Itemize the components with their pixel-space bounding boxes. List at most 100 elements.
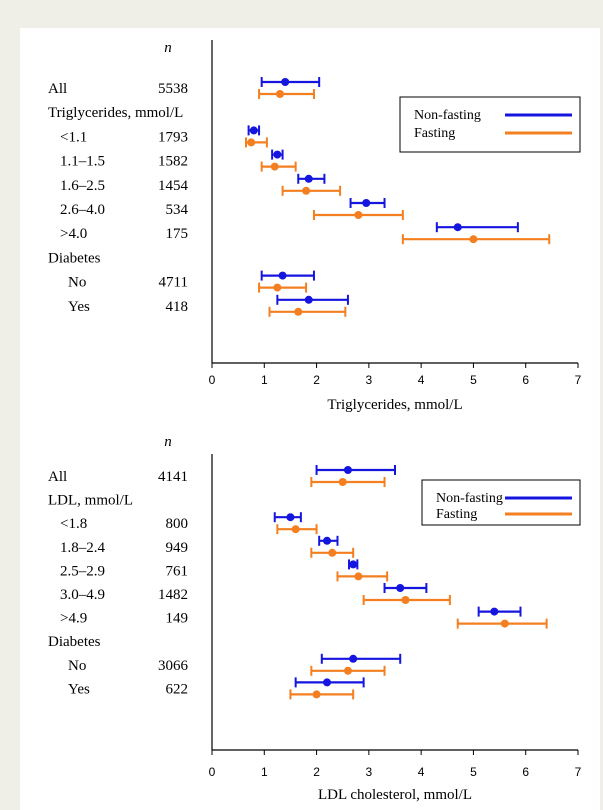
row-n-value: 1793 [158,129,188,145]
n-column-header: n [164,40,172,56]
x-tick-label: 0 [209,373,216,387]
row-label: <1.8 [60,516,87,532]
row-label: No [68,658,86,674]
fasting-point-estimate [469,235,478,244]
row-n-value: 418 [166,299,189,315]
row-label: 2.6–4.0 [60,202,105,218]
fasting-point-estimate [401,596,410,604]
x-tick-label: 1 [261,765,268,779]
row-label: >4.0 [60,226,87,242]
nonfasting-point-estimate [286,513,295,522]
row-n-value: 949 [166,540,189,556]
x-tick-label: 2 [313,765,320,779]
row-label: >4.9 [60,611,87,627]
row-label: 3.0–4.9 [60,587,105,603]
nonfasting-point-estimate [323,536,332,545]
row-n-value: 534 [166,202,189,218]
x-tick-label: 3 [366,765,373,779]
row-n-value: 1482 [158,587,188,603]
fasting-point-estimate [338,478,347,486]
row-label: <1.1 [60,129,87,145]
fasting-point-estimate [354,572,363,581]
x-axis-label: LDL cholesterol, mmol/L [318,787,472,803]
nonfasting-point-estimate [490,607,499,616]
nonfasting-point-estimate [281,78,290,86]
fasting-point-estimate [500,619,509,628]
row-label: Yes [68,299,90,315]
fasting-point-estimate [247,138,256,147]
nonfasting-point-estimate [453,223,462,232]
x-tick-label: 6 [522,373,529,387]
chart-2: 0 1 2 3 4 5 6 7 LDL cholesterol, mmol/L n All 4141 L… [48,434,582,803]
row-n-value: 800 [166,516,189,532]
row-n-value: 4141 [158,469,188,485]
nonfasting-point-estimate [273,150,282,159]
row-label: 1.6–2.5 [60,178,105,194]
row-label: Yes [68,681,90,697]
legend-box [399,96,581,153]
nonfasting-point-estimate [323,678,332,687]
nonfasting-point-estimate [349,560,358,569]
row-n-value: 622 [166,681,189,697]
row-label: 2.5–2.9 [60,563,105,579]
x-tick-label: 7 [575,373,582,387]
legend-label: Fasting [436,507,477,522]
nonfasting-point-estimate [304,295,313,304]
x-tick-label: 4 [418,373,425,387]
n-column-header: n [164,434,172,450]
x-tick-label: 5 [470,765,477,779]
x-tick-label: 3 [366,373,373,387]
fasting-point-estimate [291,525,300,534]
x-tick-label: 7 [575,765,582,779]
row-label: 1.8–2.4 [60,540,106,556]
nonfasting-point-estimate [396,584,405,592]
nonfasting-point-estimate [349,654,358,663]
row-n-value: 1454 [158,178,189,194]
x-tick-label: 6 [522,765,529,779]
row-label: 1.1–1.5 [60,154,105,170]
row-n-value: 175 [166,226,189,242]
nonfasting-point-estimate [362,199,371,207]
legend-label: Fasting [414,126,455,141]
legend-label: Non-fasting [414,108,481,123]
fasting-point-estimate [343,666,352,675]
x-tick-label: 2 [313,373,320,387]
fasting-point-estimate [270,162,279,171]
x-tick-label: 5 [470,373,477,387]
x-tick-label: 1 [261,373,268,387]
row-label: All [48,469,67,485]
x-tick-label: 4 [418,765,425,779]
row-label: Diabetes [48,250,101,266]
fasting-point-estimate [273,283,282,292]
nonfasting-point-estimate [249,126,258,135]
row-label: No [68,275,86,291]
fasting-point-estimate [275,90,284,98]
x-tick-label: 0 [209,765,216,779]
row-label: All [48,81,67,97]
fasting-point-estimate [294,307,303,316]
row-n-value: 761 [166,563,189,579]
row-n-value: 4711 [159,275,188,291]
legend: Non-fasting Fasting [399,96,581,153]
fasting-point-estimate [328,548,337,557]
row-label: LDL, mmol/L [48,493,133,509]
legend-label: Non-fasting [436,491,503,506]
nonfasting-point-estimate [343,466,352,474]
x-axis-label: Triglycerides, mmol/L [327,397,462,413]
figure-panel [20,28,600,810]
row-n-value: 5538 [158,81,188,97]
nonfasting-point-estimate [304,174,313,183]
chart-1: 0 1 2 3 4 5 6 7 Triglycerides, mmol/L n All 5538 Tri… [48,40,582,413]
row-label: Diabetes [48,634,101,650]
nonfasting-point-estimate [278,271,287,280]
fasting-point-estimate [354,211,363,219]
fasting-point-estimate [312,690,321,699]
legend-box [421,479,581,526]
row-label: Triglycerides, mmol/L [48,105,183,121]
row-n-value: 3066 [158,658,189,674]
fasting-point-estimate [302,186,311,195]
row-n-value: 149 [166,611,189,627]
row-n-value: 1582 [158,154,188,170]
